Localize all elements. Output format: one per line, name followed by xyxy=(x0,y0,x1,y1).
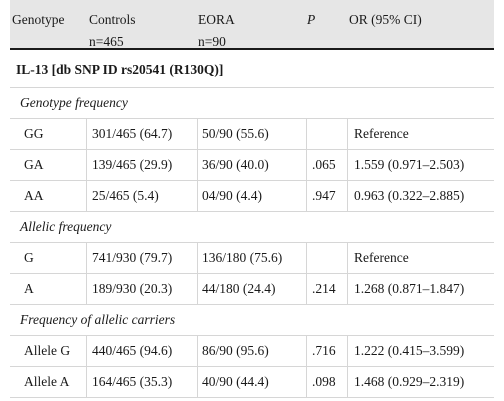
cell-eora: 36/90 (40.0) xyxy=(202,157,269,172)
cell-or: 1.468 (0.929–2.319) xyxy=(354,374,465,389)
table-row: Allele G 440/465 (94.6) 86/90 (95.6) .71… xyxy=(10,336,494,367)
cell-controls: 189/930 (20.3) xyxy=(92,281,173,296)
header-or: OR (95% CI) xyxy=(349,12,422,27)
header-controls: Controls n=465 xyxy=(89,9,136,53)
cell-or: 0.963 (0.322–2.885) xyxy=(354,188,465,203)
section-row: IL-13 [db SNP ID rs20541 (R130Q)] xyxy=(10,52,494,88)
cell-p: .716 xyxy=(312,343,336,358)
table-row: GA 139/465 (29.9) 36/90 (40.0) .065 1.55… xyxy=(10,150,494,181)
group-label: Frequency of allelic carriers xyxy=(20,312,176,327)
cell-p: .947 xyxy=(312,188,336,203)
cell-eora: 50/90 (55.6) xyxy=(202,126,269,141)
table-row: AA 25/465 (5.4) 04/90 (4.4) .947 0.963 (… xyxy=(10,181,494,212)
cell-eora: 44/180 (24.4) xyxy=(202,281,276,296)
header-controls-label: Controls xyxy=(89,12,136,27)
cell-genotype: Allele A xyxy=(24,374,70,389)
section-title: IL-13 [db SNP ID rs20541 (R130Q)] xyxy=(16,61,224,77)
header-eora: EORA n=90 xyxy=(198,9,235,53)
cell-or: 1.222 (0.415–3.599) xyxy=(354,343,465,358)
cell-p: .065 xyxy=(312,157,336,172)
table-row: GG 301/465 (64.7) 50/90 (55.6) Reference xyxy=(10,119,494,150)
table-row: A 189/930 (20.3) 44/180 (24.4) .214 1.26… xyxy=(10,274,494,305)
cell-eora: 04/90 (4.4) xyxy=(202,188,262,203)
cell-p: .098 xyxy=(312,374,336,389)
cell-eora: 86/90 (95.6) xyxy=(202,343,269,358)
table-header: Genotype Controls n=465 EORA n=90 P OR (… xyxy=(10,0,494,50)
header-rule xyxy=(10,48,494,50)
cell-controls: 301/465 (64.7) xyxy=(92,126,173,141)
table-row: Allele A 164/465 (35.3) 40/90 (44.4) .09… xyxy=(10,367,494,398)
cell-genotype: G xyxy=(24,250,34,265)
cell-controls: 164/465 (35.3) xyxy=(92,374,173,389)
results-table: Genotype Controls n=465 EORA n=90 P OR (… xyxy=(10,0,494,398)
cell-genotype: A xyxy=(24,281,34,296)
cell-or: Reference xyxy=(354,126,409,141)
cell-or: 1.268 (0.871–1.847) xyxy=(354,281,465,296)
header-eora-label: EORA xyxy=(198,12,235,27)
cell-genotype: GA xyxy=(24,157,44,172)
cell-genotype: GG xyxy=(24,126,44,141)
group-row: Allelic frequency xyxy=(10,212,494,243)
header-eora-n: n=90 xyxy=(198,34,226,49)
cell-p: .214 xyxy=(312,281,336,296)
table-row: G 741/930 (79.7) 136/180 (75.6) Referenc… xyxy=(10,243,494,274)
header-genotype: Genotype xyxy=(12,12,65,27)
cell-controls: 440/465 (94.6) xyxy=(92,343,173,358)
cell-genotype: AA xyxy=(24,188,44,203)
cell-or: Reference xyxy=(354,250,409,265)
group-label: Genotype frequency xyxy=(20,95,128,110)
cell-controls: 741/930 (79.7) xyxy=(92,250,173,265)
header-p: P xyxy=(307,12,316,27)
group-label: Allelic frequency xyxy=(20,219,112,234)
cell-controls: 25/465 (5.4) xyxy=(92,188,159,203)
cell-eora: 136/180 (75.6) xyxy=(202,250,283,265)
header-controls-n: n=465 xyxy=(89,34,124,49)
cell-or: 1.559 (0.971–2.503) xyxy=(354,157,465,172)
cell-eora: 40/90 (44.4) xyxy=(202,374,269,389)
cell-genotype: Allele G xyxy=(24,343,71,358)
group-row: Frequency of allelic carriers xyxy=(10,305,494,336)
cell-controls: 139/465 (29.9) xyxy=(92,157,173,172)
group-row: Genotype frequency xyxy=(10,88,494,119)
